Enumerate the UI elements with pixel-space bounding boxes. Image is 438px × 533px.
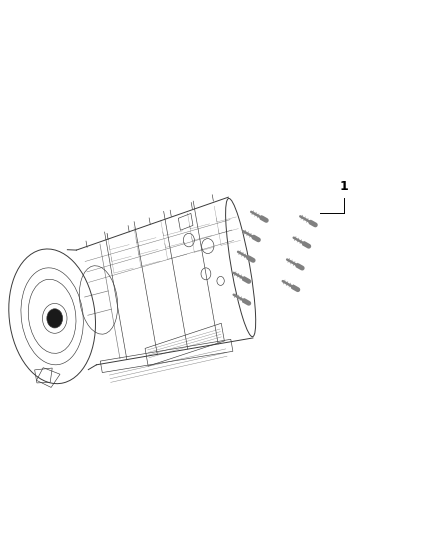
Circle shape	[47, 309, 63, 328]
Text: 1: 1	[339, 180, 348, 193]
